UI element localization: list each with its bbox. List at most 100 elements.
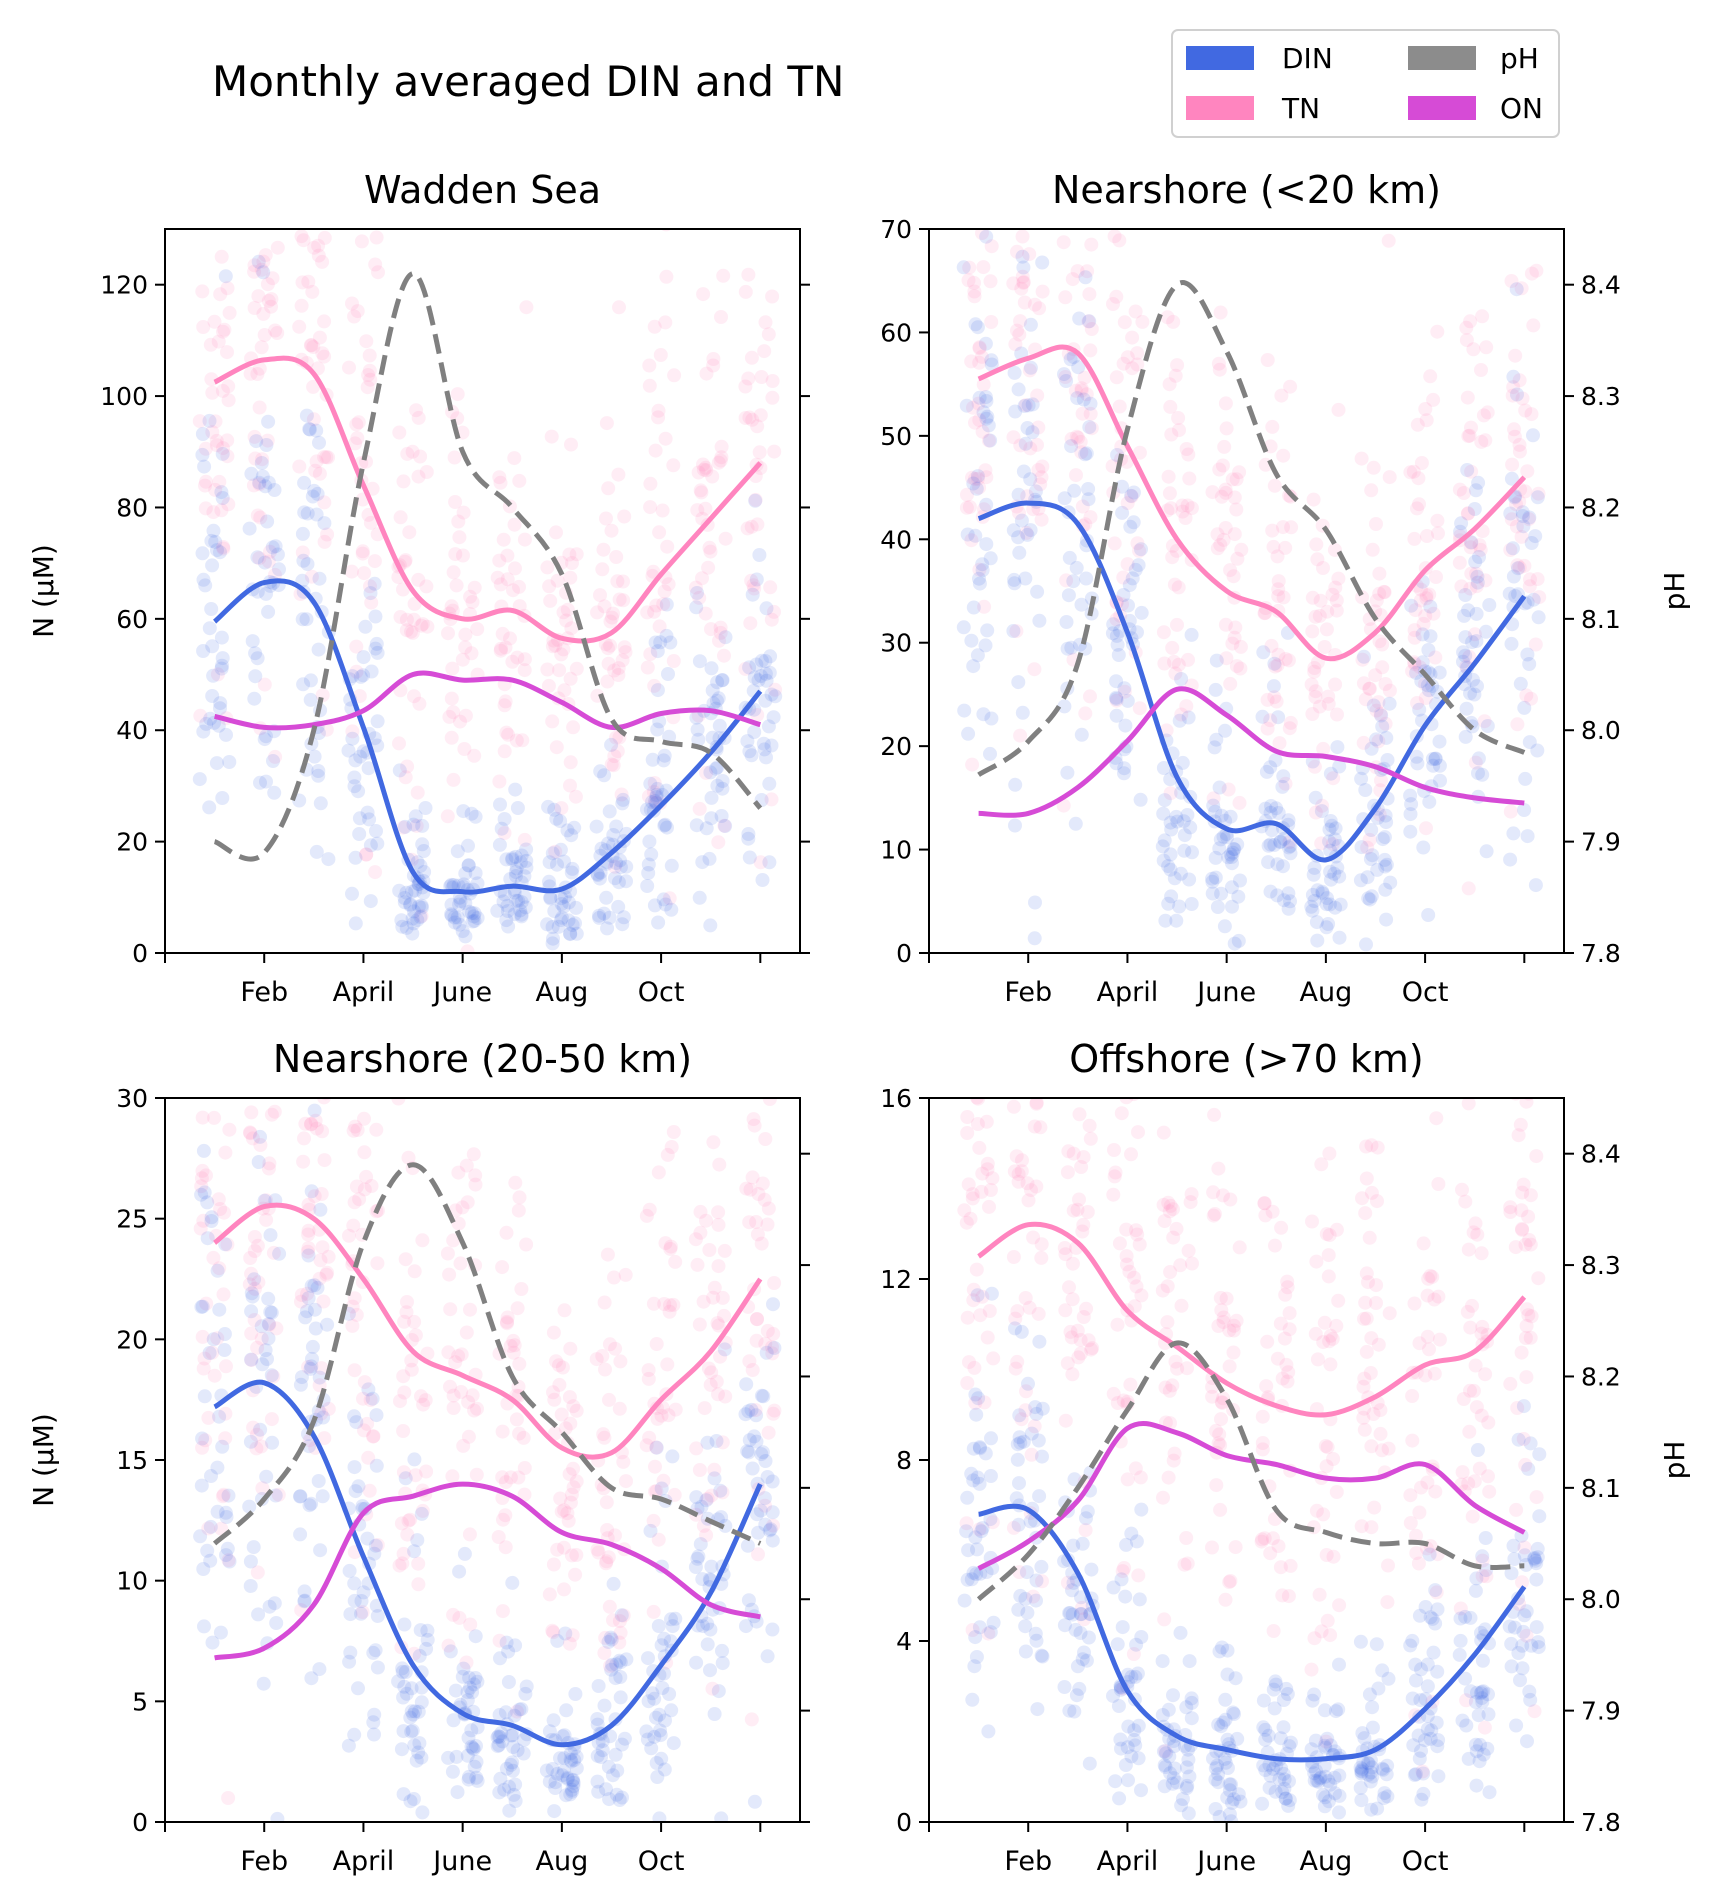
din-sample-point xyxy=(445,1764,460,1779)
tn-sample-point xyxy=(964,354,979,369)
din-sample-point xyxy=(499,1635,514,1650)
din-sample-point xyxy=(1355,1762,1370,1777)
tn-sample-point xyxy=(198,1433,213,1448)
din-sample-point xyxy=(341,743,356,758)
din-sample-point xyxy=(1403,788,1418,803)
din-series-line xyxy=(212,578,763,895)
tn-sample-point xyxy=(1514,1345,1529,1360)
din-sample-point xyxy=(1079,1511,1093,1526)
din-sample-point xyxy=(1308,1733,1323,1748)
din-sample-point xyxy=(1321,1794,1336,1809)
din-sample-point xyxy=(1421,908,1436,922)
tn-sample-point xyxy=(247,1313,262,1327)
din-sample-point xyxy=(765,1474,780,1489)
tn-sample-point xyxy=(198,478,212,493)
din-sample-point xyxy=(1132,1592,1147,1607)
tn-sample-point xyxy=(1016,275,1031,290)
tn-sample-point xyxy=(1167,577,1182,592)
tn-sample-point xyxy=(1226,569,1241,584)
tn-sample-point xyxy=(456,1438,471,1453)
din-sample-point xyxy=(1360,1756,1375,1771)
din-sample-point xyxy=(348,850,363,865)
din-sample-point xyxy=(310,1280,325,1295)
tn-sample-point xyxy=(252,400,267,415)
tn-sample-point xyxy=(1412,1505,1427,1520)
tn-sample-point xyxy=(257,677,272,692)
din-sample-point xyxy=(649,790,664,804)
din-sample-point xyxy=(1117,761,1132,776)
din-sample-point xyxy=(1109,674,1124,689)
tn-sample-point xyxy=(1271,647,1286,662)
din-sample-point xyxy=(559,1788,574,1803)
din-sample-point xyxy=(467,906,482,921)
tn-sample-point xyxy=(1072,1192,1086,1207)
tn-sample-point xyxy=(193,708,208,723)
tn-sample-point xyxy=(1313,593,1328,608)
din-sample-point xyxy=(299,1304,314,1319)
tn-sample-point xyxy=(1381,1441,1396,1456)
din-sample-point xyxy=(361,761,376,776)
tn-sample-point xyxy=(243,1125,257,1140)
tn-sample-point xyxy=(1212,1427,1227,1442)
tn-sample-point xyxy=(1358,1206,1373,1221)
din-sample-point xyxy=(1422,794,1437,809)
din-sample-point xyxy=(1324,818,1339,833)
tn-sample-point xyxy=(975,1166,990,1181)
tn-sample-point xyxy=(1212,362,1227,377)
tn-sample-point xyxy=(651,410,666,425)
din-sample-point xyxy=(1430,1739,1445,1754)
din-sample-point xyxy=(1075,1536,1090,1551)
din-sample-point xyxy=(259,438,274,452)
tn-sample-point xyxy=(611,661,626,676)
tn-sample-point xyxy=(456,505,471,520)
tn-sample-point xyxy=(1163,399,1178,414)
din-sample-point xyxy=(614,1608,629,1623)
din-sample-point xyxy=(1028,484,1043,499)
din-sample-point xyxy=(752,548,767,562)
tn-sample-point xyxy=(450,387,465,402)
tn-sample-point xyxy=(554,647,569,662)
din-sample-point xyxy=(555,1729,570,1744)
din-sample-point xyxy=(695,855,710,870)
y-tick-label: 10 xyxy=(116,1567,148,1596)
tn-sample-point xyxy=(1218,1592,1233,1607)
tn-sample-point xyxy=(370,1538,385,1552)
din-sample-point xyxy=(410,855,425,870)
tn-sample-point xyxy=(766,1326,781,1341)
din-sample-point xyxy=(1424,1723,1439,1738)
tn-sample-point xyxy=(1079,387,1094,402)
tn-sample-point xyxy=(648,443,663,458)
din-sample-point xyxy=(370,738,385,753)
tn-sample-point xyxy=(1504,512,1519,527)
din-sample-point xyxy=(257,732,272,747)
din-sample-point xyxy=(1468,1583,1483,1598)
din-sample-point xyxy=(975,557,990,572)
din-sample-point xyxy=(1060,765,1075,780)
din-sample-point xyxy=(309,423,324,438)
din-sample-point xyxy=(651,1619,666,1633)
din-sample-point xyxy=(966,476,981,491)
din-sample-point xyxy=(711,1684,726,1699)
din-sample-point xyxy=(744,748,759,763)
tn-series-line xyxy=(213,1202,763,1460)
tn-sample-point xyxy=(1158,1744,1173,1759)
din-sample-point xyxy=(1211,1717,1226,1732)
tn-sample-point xyxy=(1009,624,1024,639)
din-series-line xyxy=(213,1379,763,1748)
tn-sample-point xyxy=(557,1540,571,1555)
din-sample-point xyxy=(492,1708,507,1722)
din-sample-point xyxy=(1179,1781,1194,1796)
din-sample-point xyxy=(600,921,615,936)
din-sample-point xyxy=(1278,1791,1293,1806)
tn-sample-point xyxy=(1022,1300,1037,1315)
tn-sample-point xyxy=(1131,1568,1146,1583)
din-sample-point xyxy=(1156,1744,1171,1759)
tn-sample-point xyxy=(602,1599,617,1614)
din-sample-point xyxy=(609,856,624,871)
tn-sample-point xyxy=(639,1438,654,1453)
tn-sample-point xyxy=(496,1512,510,1527)
tn-sample-point xyxy=(552,663,567,678)
din-sample-point xyxy=(1268,1784,1283,1799)
tn-sample-point xyxy=(960,1376,975,1390)
din-sample-point xyxy=(1023,1514,1038,1529)
